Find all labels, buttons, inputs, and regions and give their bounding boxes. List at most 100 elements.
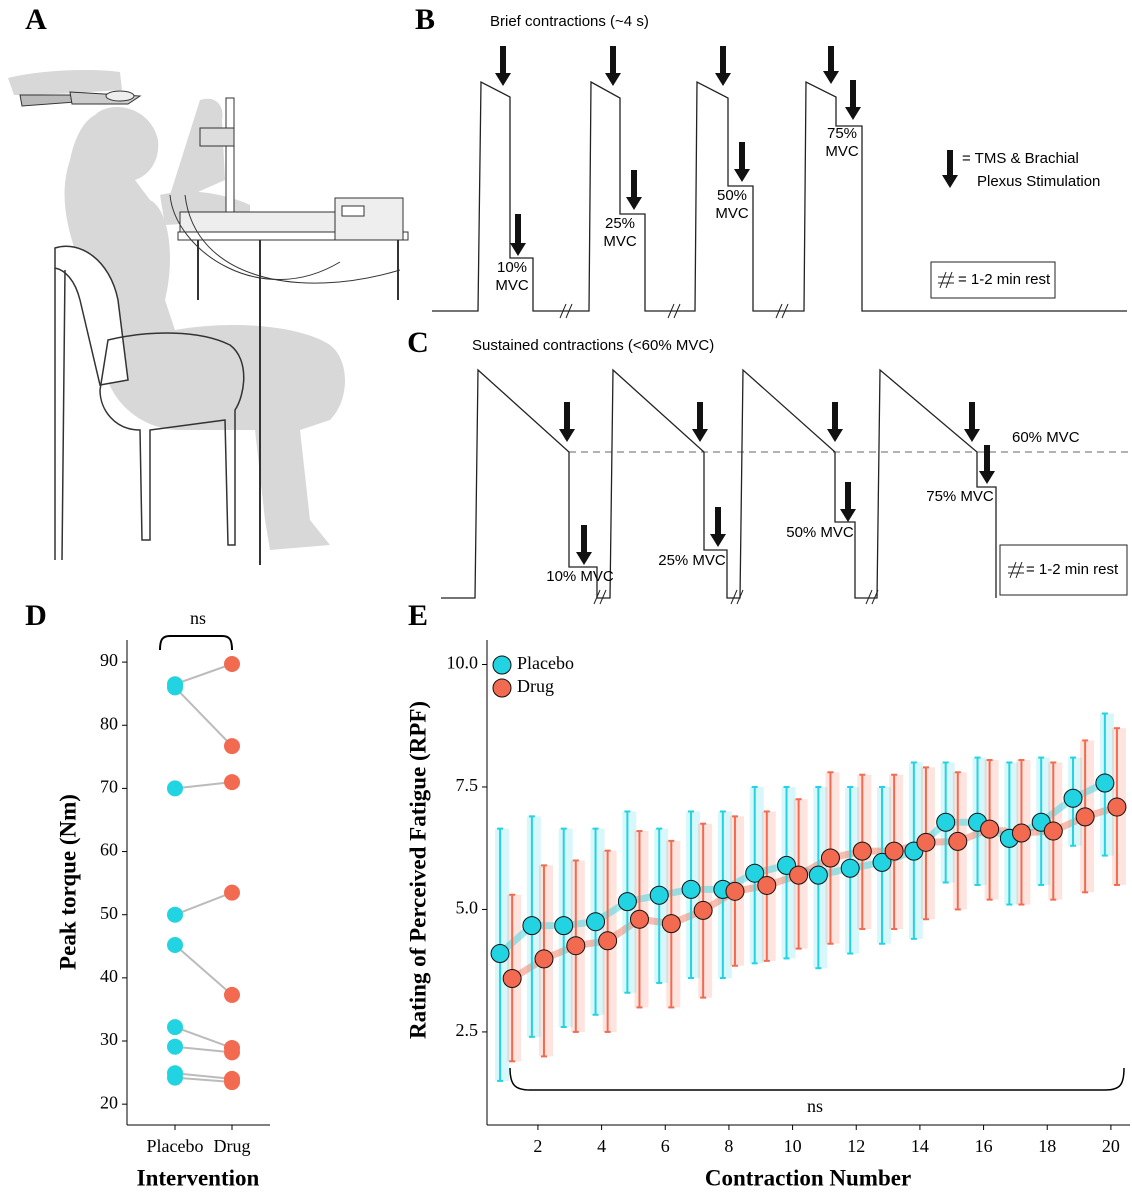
y-axis-title: Rating of Perceived Fatigue (RPF) — [405, 701, 430, 1039]
point — [681, 879, 701, 899]
dot — [167, 1069, 183, 1086]
dot — [224, 1074, 240, 1091]
rest-box — [930, 261, 1056, 299]
pair-line — [174, 1076, 233, 1084]
point — [598, 931, 618, 951]
point — [629, 909, 649, 929]
dot — [224, 1044, 240, 1061]
rest-text: = 1-2 min rest — [958, 271, 1051, 288]
panel-label: A — [25, 3, 47, 36]
stim-arrow — [626, 170, 642, 210]
level-label: 75% — [827, 125, 857, 142]
significance-bracket — [509, 1067, 1125, 1091]
x-tick-label: Placebo — [147, 1136, 204, 1156]
y-tick-label: 20 — [100, 1092, 118, 1112]
rest-box — [999, 544, 1128, 596]
point — [948, 831, 968, 851]
dot — [224, 884, 240, 901]
pair-line — [174, 1045, 233, 1054]
x-tick-label: 14 — [911, 1136, 929, 1156]
panel-label: C — [407, 326, 429, 359]
point — [808, 865, 828, 885]
y-tick-label: 60 — [100, 840, 118, 860]
point — [522, 916, 542, 936]
pair-line — [174, 781, 233, 790]
y-tick-label: 2.5 — [456, 1020, 479, 1040]
point — [566, 936, 586, 956]
panel-label: E — [408, 599, 428, 632]
x-tick-label: 16 — [975, 1136, 993, 1156]
torque-trace — [432, 80, 1127, 312]
dot — [167, 1019, 183, 1036]
dot — [167, 937, 183, 954]
torque-trace — [441, 368, 997, 599]
y-tick-label: 30 — [100, 1029, 118, 1049]
x-tick-label: 6 — [661, 1136, 670, 1156]
legend-text: = TMS & Brachial — [962, 150, 1079, 167]
pair-line — [174, 1072, 233, 1080]
stim-arrow — [715, 46, 731, 86]
stim-arrow — [495, 46, 511, 86]
stim-arrow — [845, 80, 861, 120]
rest-text: = 1-2 min rest — [1026, 561, 1119, 578]
stim-arrow — [692, 402, 708, 442]
point — [1063, 788, 1083, 808]
x-axis-title: Intervention — [137, 1165, 260, 1190]
y-tick-label: 5.0 — [456, 898, 479, 918]
point — [617, 892, 637, 912]
dot — [224, 986, 240, 1003]
point — [1011, 823, 1031, 843]
rest-symbol — [938, 271, 954, 289]
panel-label: B — [415, 3, 435, 36]
stim-arrow — [559, 402, 575, 442]
pair-line — [174, 891, 233, 916]
y-tick-label: 90 — [100, 650, 118, 670]
level-label: MVC — [825, 143, 859, 160]
level-label: 25% MVC — [658, 552, 726, 569]
level-label: 75% MVC — [926, 488, 994, 505]
x-tick-label: 12 — [847, 1136, 865, 1156]
point — [693, 900, 713, 920]
dot — [167, 906, 183, 923]
stim-arrow — [979, 445, 995, 484]
dot — [167, 1038, 183, 1055]
stim-arrow — [840, 482, 856, 522]
pair-line — [174, 1026, 233, 1049]
level-label: 50% — [717, 187, 747, 204]
threshold-label: 60% MVC — [1012, 429, 1080, 446]
point — [852, 841, 872, 861]
break-mark — [559, 303, 789, 319]
dot — [167, 679, 183, 696]
stim-arrow — [734, 142, 750, 182]
error-bar — [656, 827, 663, 984]
x-tick-label: 4 — [597, 1136, 606, 1156]
dot — [224, 738, 240, 755]
y-tick-label: 7.5 — [456, 775, 479, 795]
point — [661, 914, 681, 934]
point — [916, 832, 936, 852]
y-axis-title: Peak torque (Nm) — [55, 794, 80, 970]
x-tick-label: 8 — [724, 1136, 733, 1156]
point — [980, 819, 1000, 839]
point — [725, 881, 745, 901]
point — [1043, 821, 1063, 841]
y-tick-label: 80 — [100, 713, 118, 733]
point — [490, 944, 510, 964]
dot — [224, 655, 240, 672]
level-label: 50% MVC — [786, 524, 854, 541]
dot — [167, 780, 183, 797]
legend-marker — [492, 678, 512, 698]
point — [745, 863, 765, 883]
point — [534, 949, 554, 969]
point — [586, 912, 606, 932]
point — [884, 841, 904, 861]
y-tick-label: 40 — [100, 966, 118, 986]
annotation: ns — [190, 608, 206, 628]
legend-label: Placebo — [517, 653, 574, 673]
stim-arrow — [576, 525, 592, 565]
rest-symbol — [1008, 561, 1024, 579]
significance-bracket — [159, 635, 233, 651]
point — [840, 858, 860, 878]
point — [1095, 773, 1115, 793]
